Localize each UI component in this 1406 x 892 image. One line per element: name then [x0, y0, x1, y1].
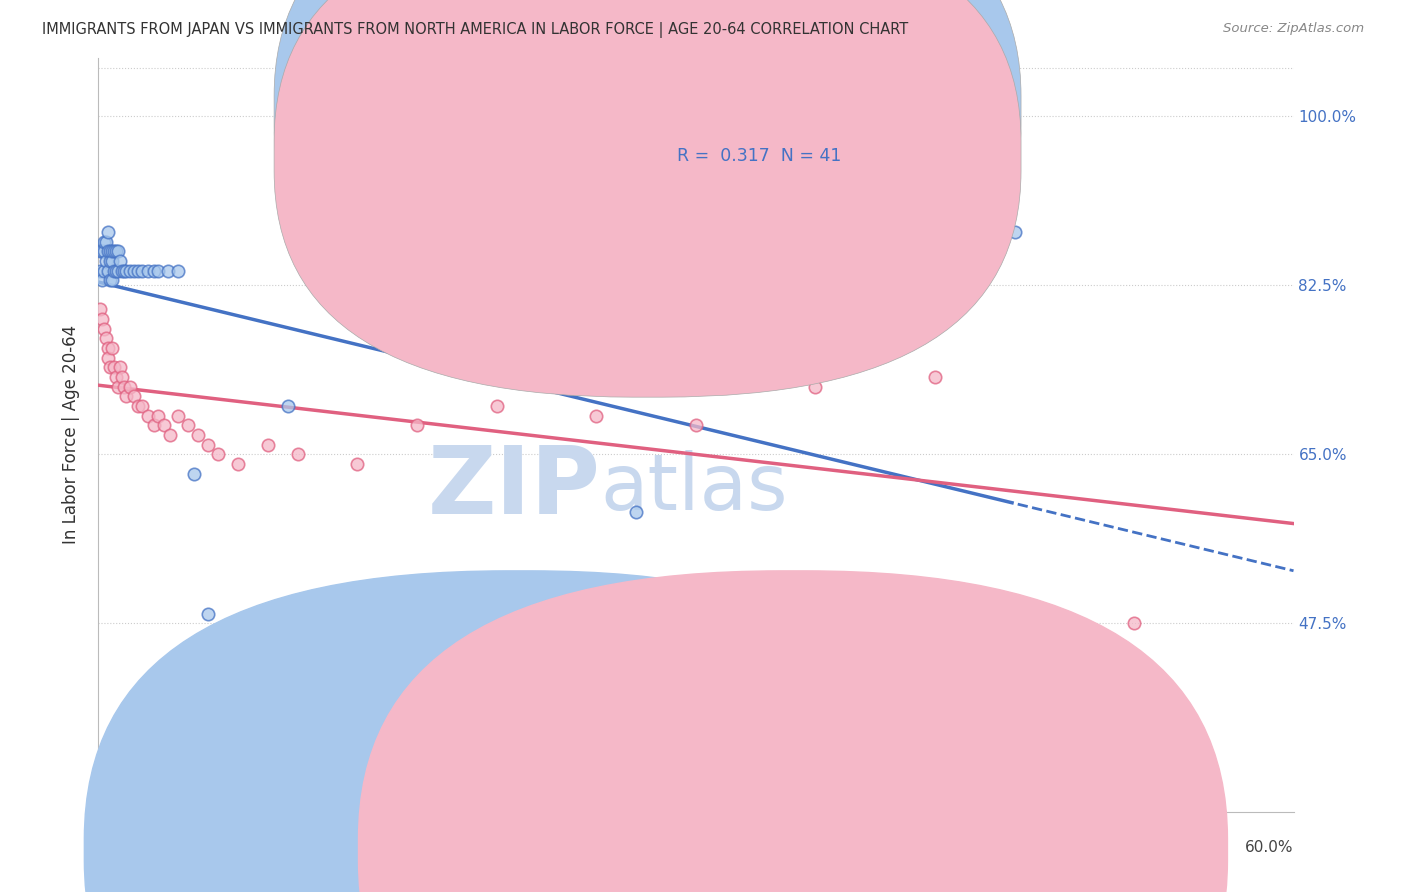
Point: [93, 321, 115, 335]
Point: [103, 263, 125, 277]
Point: [256, 437, 278, 451]
Point: [101, 254, 124, 268]
Point: [167, 263, 190, 277]
Point: [115, 389, 138, 403]
Point: [148, 409, 170, 423]
Point: [127, 263, 149, 277]
Point: [91, 244, 114, 259]
Point: [107, 244, 129, 259]
Point: [98, 254, 122, 268]
Text: R =  0.062  N = 44: R = 0.062 N = 44: [676, 102, 841, 120]
FancyBboxPatch shape: [274, 0, 1021, 397]
Point: [93, 263, 115, 277]
Text: 0.0%: 0.0%: [120, 840, 159, 855]
Point: [685, 418, 707, 433]
Point: [96, 331, 118, 345]
Point: [626, 505, 648, 519]
Point: [98, 360, 122, 375]
Point: [110, 360, 132, 375]
Point: [143, 418, 166, 433]
Point: [1123, 616, 1146, 631]
Point: [159, 428, 181, 442]
Point: [127, 399, 149, 413]
Point: [197, 437, 219, 451]
Point: [485, 399, 508, 413]
Point: [1004, 225, 1026, 239]
Point: [97, 225, 120, 239]
Point: [112, 263, 135, 277]
Point: [804, 379, 827, 393]
Point: [112, 379, 135, 393]
Point: [111, 370, 134, 384]
Point: [124, 389, 146, 403]
Point: [131, 263, 153, 277]
Point: [107, 379, 129, 393]
Point: [89, 302, 111, 317]
Point: [167, 409, 190, 423]
Point: [148, 263, 170, 277]
Point: [110, 254, 132, 268]
Point: [120, 379, 142, 393]
Point: [924, 370, 946, 384]
Text: atlas: atlas: [600, 450, 787, 525]
Point: [98, 273, 122, 287]
Y-axis label: In Labor Force | Age 20-64: In Labor Force | Age 20-64: [62, 326, 80, 544]
FancyBboxPatch shape: [274, 0, 1021, 352]
Point: [93, 244, 115, 259]
Point: [406, 418, 429, 433]
Text: R =  0.317  N = 41: R = 0.317 N = 41: [676, 147, 841, 165]
Point: [585, 409, 607, 423]
Point: [93, 235, 115, 249]
Point: [287, 447, 309, 461]
Point: [177, 418, 200, 433]
Point: [346, 607, 368, 621]
Point: [98, 244, 122, 259]
Point: [101, 244, 124, 259]
Point: [97, 263, 120, 277]
Point: [187, 428, 209, 442]
Text: 60.0%: 60.0%: [1246, 840, 1294, 855]
Point: [153, 418, 176, 433]
Point: [406, 607, 429, 621]
Point: [101, 341, 124, 355]
Point: [143, 263, 166, 277]
Point: [131, 399, 153, 413]
Point: [157, 263, 180, 277]
Point: [136, 409, 159, 423]
Point: [89, 244, 111, 259]
Text: Immigrants from North America: Immigrants from North America: [813, 842, 1056, 857]
Point: [183, 467, 205, 481]
Point: [105, 244, 128, 259]
Point: [105, 370, 128, 384]
Point: [346, 457, 368, 471]
Point: [115, 263, 138, 277]
Point: [91, 312, 114, 326]
Point: [101, 273, 124, 287]
Point: [107, 263, 129, 277]
Point: [124, 263, 146, 277]
Point: [97, 351, 120, 365]
Point: [136, 263, 159, 277]
Point: [97, 341, 120, 355]
Point: [197, 607, 219, 621]
Point: [120, 263, 142, 277]
Point: [89, 263, 111, 277]
Point: [105, 263, 128, 277]
Point: [111, 263, 134, 277]
Point: [96, 254, 118, 268]
Text: ZIP: ZIP: [427, 442, 600, 533]
Point: [91, 273, 114, 287]
FancyBboxPatch shape: [606, 70, 900, 194]
Text: Source: ZipAtlas.com: Source: ZipAtlas.com: [1223, 22, 1364, 36]
Point: [207, 447, 229, 461]
Point: [97, 244, 120, 259]
Text: Immigrants from Japan: Immigrants from Japan: [538, 842, 714, 857]
Point: [226, 457, 249, 471]
Point: [277, 399, 299, 413]
Point: [103, 360, 125, 375]
Point: [96, 235, 118, 249]
Point: [103, 244, 125, 259]
Text: IMMIGRANTS FROM JAPAN VS IMMIGRANTS FROM NORTH AMERICA IN LABOR FORCE | AGE 20-6: IMMIGRANTS FROM JAPAN VS IMMIGRANTS FROM…: [42, 22, 908, 38]
